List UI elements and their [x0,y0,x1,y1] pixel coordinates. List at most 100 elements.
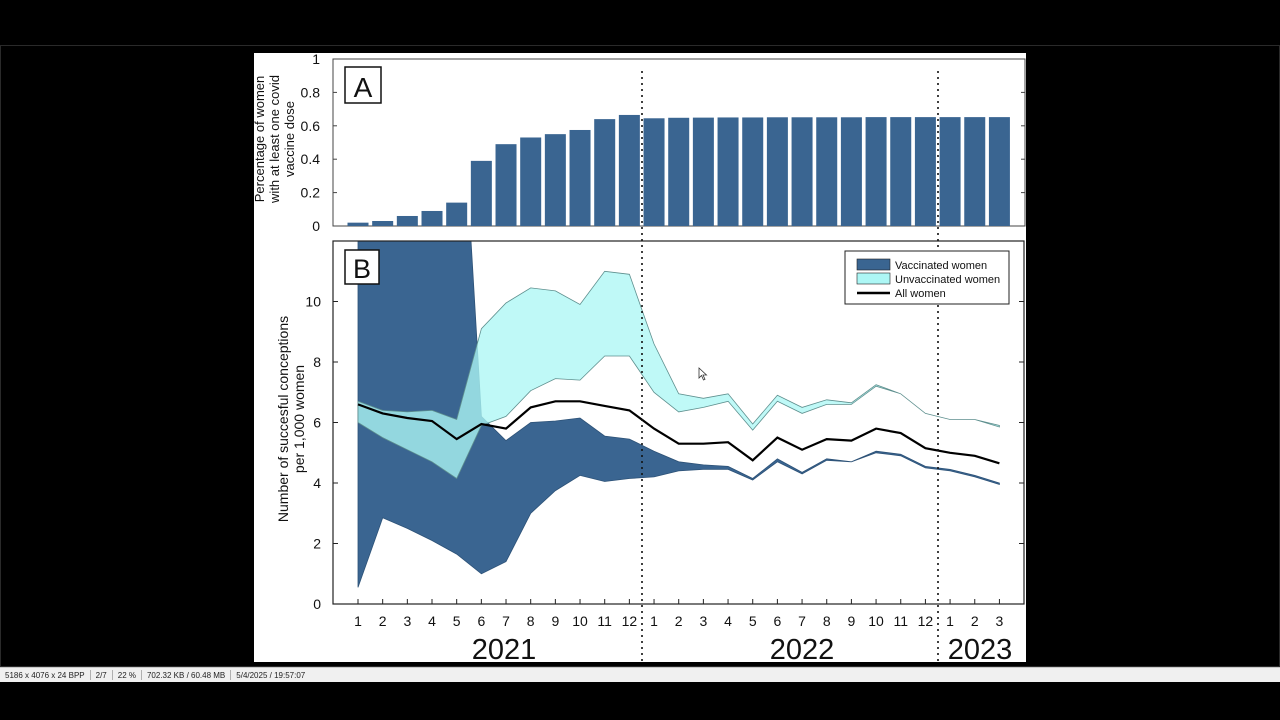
panel-a-bar [890,117,912,226]
page-indicator: 2/7 [95,670,107,680]
panel-b-x-tick-label: 10 [572,613,588,629]
year-label: 2021 [472,634,537,662]
panel-b-x-tick-label: 5 [453,613,461,629]
panel-b-x-tick-label: 9 [848,613,856,629]
panel-a-bar [495,144,517,226]
year-label: 2022 [770,634,835,662]
panel-a-bar [372,220,394,226]
zoom-level: 22 % [117,670,136,680]
panel-a-y-tick-label: 1 [312,53,320,67]
panel-b-x-tick-label: 1 [946,613,954,629]
panel-a-bar [692,117,714,226]
image-dimensions: 5186 x 4076 x 24 BPP [5,670,85,680]
panel-b-x-tick-label: 6 [773,613,781,629]
panel-b-x-tick-label: 8 [823,613,831,629]
panel-a-y-label-line: vaccine dose [282,101,297,177]
panel-b-x-tick-label: 5 [749,613,757,629]
panel-a-bar [643,118,665,226]
vaccinated-band [357,241,1000,588]
legend-entry: Vaccinated women [895,260,987,272]
status-bar: 5186 x 4076 x 24 BPP 2/7 22 % 702.32 KB … [0,667,1280,682]
panel-a-y-tick-label: 0.4 [301,151,321,167]
panel-b-y-tick-label: 8 [313,354,321,370]
panel-b-x-tick-label: 3 [996,613,1004,629]
panel-a-bar [840,117,862,226]
panel-b-x-tick-label: 11 [893,613,908,629]
panel-b-y-tick-label: 0 [313,596,321,612]
viewer-top-bar [0,0,1280,45]
panel-b-x-tick-label: 2 [675,613,683,629]
panel-b-legend: Vaccinated women Unvaccinated women All wo… [844,250,1010,305]
panel-b-x-tick-label: 12 [622,613,638,629]
legend-entry: All women [895,288,946,300]
panel-a-bar [421,210,443,226]
panel-a-y-axis-label: Percentage of women with at least one cov… [254,75,297,204]
panel-a-bar [446,202,468,226]
panel-b-x-tick-label: 9 [551,613,559,629]
panel-a-bar [520,137,542,226]
panel-a-bar [396,215,418,226]
panel-a-bar [668,117,690,226]
panel-b-y-tick-label: 4 [313,475,321,491]
panel-a-bar [569,129,591,226]
panel-a-y-label-line: with at least one covid [267,75,282,204]
panel-b-label: B [353,254,371,284]
panel-b-x-tick-label: 8 [527,613,535,629]
panel-a-bar [470,160,492,226]
panel-a-bar [618,114,640,226]
panel-b-x-tick-label: 3 [699,613,707,629]
status-divider [140,670,142,680]
panel-a-label-frame [344,66,382,104]
panel-b-x-tick-label: 3 [403,613,411,629]
panel-b-x-tick-label: 6 [477,613,485,629]
panel-b-y-label-line: Number of succesful conceptions [275,316,291,522]
panel-a-bar [742,117,764,226]
panel-a-bar [939,117,961,226]
panel-a-y-tick-label: 0 [312,218,320,234]
status-divider [230,670,232,680]
panel-b-label-frame [344,249,380,285]
legend-swatch-unvaccinated [856,272,891,285]
panel-b-plot-area [357,241,1000,588]
panel-b-x-tick-label: 1 [354,613,362,629]
panel-b-x-tick-label: 10 [868,613,884,629]
file-datetime: 5/4/2025 / 19:57:07 [236,670,306,680]
panel-b-x-tick-label: 7 [502,613,510,629]
panel-b-y-tick-label: 6 [313,415,321,431]
panel-b-y-axis-label: Number of succesful conceptions per 1,000… [275,316,307,522]
panel-b-x-tick-label: 2 [379,613,387,629]
mouse-cursor-icon [698,367,708,381]
status-divider [89,670,91,680]
file-size: 702.32 KB / 60.48 MB [146,670,226,680]
panel-a-bar [964,117,986,226]
panel-b-x-tick-label: 4 [724,613,732,629]
panel-a-y-label-line: Percentage of women [254,76,267,202]
panel-a-label: A [354,72,373,103]
viewer-bottom-bar [0,682,1280,720]
panel-a-y-tick-label: 0.2 [301,185,321,201]
all-women-line [357,400,1000,465]
figure-page: 0 0.2 0.4 0.6 0.8 1 A Percentage of women with a… [254,53,1026,662]
unvaccinated-band [357,270,1000,480]
panel-a-y-tick-label: 0.6 [301,118,321,134]
panel-b-x-tick-label: 4 [428,613,436,629]
panel-b-x-tick-label: 1 [650,613,658,629]
panel-b-x-tick-label: 7 [798,613,806,629]
legend-swatch-vaccinated [856,258,891,271]
panel-b-y-tick-label: 10 [305,294,321,310]
panel-b-label-box: B [344,249,380,285]
legend-entry: Unvaccinated women [895,274,1000,286]
panel-b-y-label-line: per 1,000 women [291,365,307,473]
panel-a-y-tick-label: 0.8 [301,84,321,100]
panel-a-bar [988,117,1010,226]
panel-a-bar [865,117,887,226]
panel-a-bar [544,134,566,226]
panel-a-bar [914,117,936,226]
panel-a-bar [717,117,739,226]
panel-a-bar [347,222,369,226]
panel-a-bar [816,117,838,226]
panel-a-bar [594,119,616,226]
status-divider [111,670,113,680]
panel-a-bar [766,117,788,226]
panel-b-x-tick-label: 2 [971,613,979,629]
